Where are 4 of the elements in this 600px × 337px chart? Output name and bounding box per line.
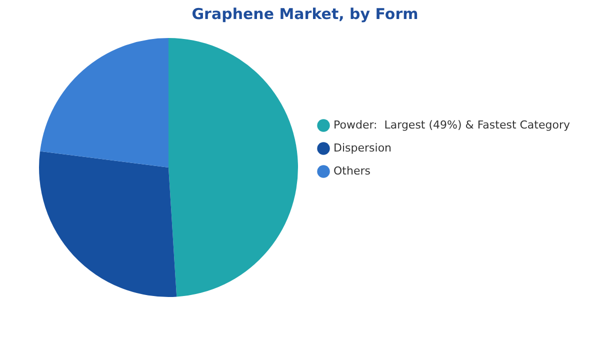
legend-label: Powder: Largest (49%) & Fastest Category [334,118,570,132]
chart-title: Graphene Market, by Form [192,4,418,23]
legend-label: Others [334,164,371,178]
legend-label: Dispersion [334,141,392,154]
